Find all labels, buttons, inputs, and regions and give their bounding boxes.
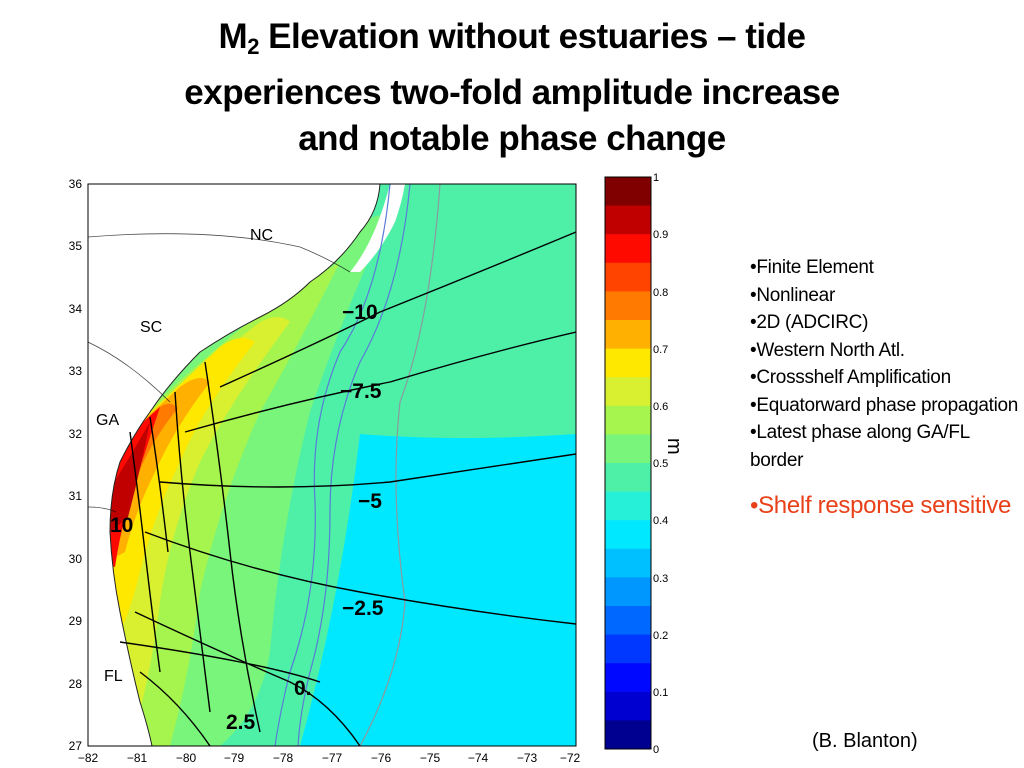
colorbar-swatch <box>605 548 651 578</box>
x-tick: −73 <box>517 751 538 765</box>
tide-map-figure: 36 35 34 33 32 31 30 29 28 27 −82 −81 −8… <box>69 172 685 765</box>
colorbar-swatch <box>605 491 651 521</box>
contour-label: −5 <box>358 490 382 513</box>
title-line-2: experiences two-fold amplitude increase <box>184 73 840 112</box>
credit: (B. Blanton) <box>812 730 918 752</box>
contour-label: 2.5 <box>226 711 256 734</box>
colorbar-unit-label: m <box>663 438 685 455</box>
colorbar-swatch <box>605 720 651 750</box>
highlight-bullet: •Shelf response sensitive <box>750 492 1012 519</box>
colorbar-tick: 0.6 <box>653 401 668 413</box>
colorbar-tick: 1 <box>653 172 659 184</box>
amplitude-field <box>88 184 576 746</box>
x-tick: −78 <box>273 751 294 765</box>
colorbar-swatch <box>605 205 651 235</box>
x-tick: −75 <box>420 751 441 765</box>
bullet-item: •Crossshelf Amplification <box>750 367 951 388</box>
bullet-item: •Western North Atl. <box>750 339 905 361</box>
title-line-3: and notable phase change <box>298 119 726 158</box>
colorbar-swatch <box>605 405 651 435</box>
x-tick: −77 <box>322 751 343 765</box>
state-label-sc: SC <box>140 319 162 336</box>
colorbar-swatch <box>605 320 651 350</box>
x-tick: −81 <box>127 751 148 765</box>
x-tick: −80 <box>176 751 197 765</box>
colorbar-swatch <box>605 663 651 693</box>
slide-title: M2 Elevation without estuaries – tide ex… <box>40 14 984 162</box>
y-tick: 27 <box>69 739 83 753</box>
bullet-item: •Finite Element <box>750 257 874 278</box>
colorbar-tick: 0.8 <box>653 287 668 299</box>
y-tick: 30 <box>69 552 83 566</box>
contour-label: −10 <box>342 301 378 324</box>
contour-label: 0. <box>294 677 312 700</box>
colorbar-tick: 0 <box>653 744 659 756</box>
colorbar-tick: 0.9 <box>653 229 668 241</box>
colorbar-swatch <box>605 691 651 721</box>
colorbar-swatch <box>605 262 651 292</box>
y-tick: 32 <box>69 427 83 441</box>
colorbar-swatch <box>605 291 651 321</box>
bullet-list: •Finite Element •Nonlinear •2D (ADCIRC) … <box>750 254 1020 522</box>
y-tick: 35 <box>69 239 83 253</box>
colorbar-swatch <box>605 234 651 264</box>
y-tick: 33 <box>69 364 83 378</box>
state-label-ga: GA <box>96 412 119 429</box>
colorbar-tick: 0.4 <box>653 515 668 527</box>
y-tick: 28 <box>69 677 83 691</box>
colorbar-tick: 0.5 <box>653 458 668 470</box>
colorbar-swatch <box>605 634 651 664</box>
title-subscript: 2 <box>247 34 259 59</box>
y-tick: 36 <box>69 177 83 191</box>
colorbar-swatch <box>605 606 651 636</box>
colorbar-ticks: 1 0.9 0.8 0.7 0.6 0.5 0.4 0.3 0.2 0.1 0 <box>653 172 668 756</box>
contour-label: −7.5 <box>340 380 382 403</box>
x-tick: −76 <box>371 751 392 765</box>
bullet-item: •2D (ADCIRC) <box>750 312 869 333</box>
bullet-item: •Nonlinear <box>750 284 835 306</box>
colorbar-tick: 0.1 <box>653 687 668 699</box>
colorbar-tick: 0.7 <box>653 344 668 356</box>
title-line-1: M2 Elevation without estuaries – tide <box>218 17 806 59</box>
colorbar-swatch <box>605 577 651 607</box>
colorbar-swatch <box>605 377 651 407</box>
y-tick: 29 <box>69 614 83 628</box>
contour-label: −2.5 <box>342 597 384 620</box>
x-tick: −72 <box>560 751 581 765</box>
colorbar-swatch <box>605 177 651 207</box>
bullet-item: •Latest phase along GA/FL border <box>750 422 970 471</box>
colorbar-tick: 0.3 <box>653 573 668 585</box>
colorbar-swatch <box>605 463 651 493</box>
colorbar-swatch <box>605 434 651 464</box>
x-tick: −82 <box>78 751 99 765</box>
colorbar-swatch <box>605 520 651 550</box>
x-tick: −79 <box>224 751 245 765</box>
contour-label: 10 <box>110 514 133 537</box>
x-axis-ticks: −82 −81 −80 −79 −78 −77 −76 −75 −74 −73 … <box>78 751 581 765</box>
y-tick: 31 <box>69 489 83 503</box>
y-axis-ticks: 36 35 34 33 32 31 30 29 28 27 <box>69 177 83 753</box>
state-label-fl: FL <box>104 668 123 685</box>
colorbar-swatch <box>605 348 651 378</box>
x-tick: −74 <box>468 751 489 765</box>
state-label-nc: NC <box>250 227 273 244</box>
colorbar-tick: 0.2 <box>653 630 668 642</box>
colorbar <box>605 177 651 750</box>
bullet-item: •Equatorward phase propagation <box>750 394 1019 416</box>
y-tick: 34 <box>69 302 83 316</box>
